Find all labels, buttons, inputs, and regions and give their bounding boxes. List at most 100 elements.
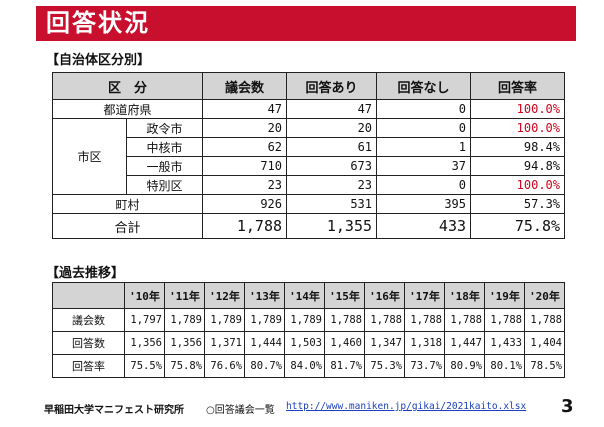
table-cell: 1,318 [404,331,445,355]
table-cell: 76.6% [204,354,245,378]
section-label-history: 【過去推移】 [46,266,125,281]
header-responded: 回答あり [286,72,378,100]
cell-rate: 94.8% [470,156,566,176]
table-cell: 84.0% [284,354,325,378]
row-label: 政令市 [125,118,204,138]
table-cell: 1,789 [164,308,205,332]
table-row: 市区 政令市 20 20 0 100.0% [52,118,566,195]
cell-councils: 710 [202,156,288,176]
header-year: '11年 [164,282,205,309]
row-label: 中核市 [125,137,204,157]
table-cell: 1,356 [124,331,165,355]
row-label: 一般市 [125,156,204,176]
cell-responded: 61 [286,137,378,157]
row-label: 合計 [51,213,204,239]
cell-no-response: 1 [376,137,472,157]
footer-note: ○回答議会一覧 [206,405,275,416]
header-year: '18年 [444,282,485,309]
cell-rate: 100.0% [470,175,566,195]
cell-no-response: 0 [376,118,472,138]
table-cell: 1,789 [284,308,325,332]
cell-councils: 23 [202,175,288,195]
cell-rate: 100.0% [470,99,566,119]
row-label: 都道府県 [51,99,204,119]
table-cell: 1,460 [324,331,365,355]
table-cell: 73.7% [404,354,445,378]
table-cell: 75.8% [164,354,205,378]
cell-no-response: 433 [376,213,472,239]
table-row: 議会数 1,797 1,789 1,789 1,789 1,789 1,788 … [52,308,565,332]
cell-no-response: 395 [376,194,472,214]
cell-councils: 926 [202,194,288,214]
cell-responded: 673 [286,156,378,176]
header-year: '13年 [244,282,285,309]
header-rate: 回答率 [470,72,566,100]
table-cell: 1,788 [364,308,405,332]
table-cell: 1,797 [124,308,165,332]
header-councils: 議会数 [202,72,288,100]
page-number: 3 [561,396,574,417]
header-category: 区 分 [51,72,204,100]
table-cell: 1,788 [444,308,485,332]
table-cell: 1,356 [164,331,205,355]
table-cell: 1,788 [524,308,565,332]
cell-rate: 98.4% [470,137,566,157]
cell-no-response: 0 [376,175,472,195]
category-response-table: 区 分 議会数 回答あり 回答なし 回答率 都道府県 47 47 0 100.0… [51,72,566,239]
header-no-response: 回答なし [376,72,472,100]
table-cell: 75.5% [124,354,165,378]
cell-no-response: 0 [376,99,472,119]
cell-responded: 531 [286,194,378,214]
row-label: 特別区 [125,175,204,195]
row-label: 議会数 [52,308,125,332]
table-cell: 1,503 [284,331,325,355]
table-row: 町村 926 531 395 57.3% [51,194,566,214]
header-year: '15年 [324,282,365,309]
table-row: 回答率 75.5% 75.8% 76.6% 80.7% 84.0% 81.7% … [52,354,565,378]
section-label-by-category: 【自治体区分別】 [46,53,151,68]
cell-councils: 62 [202,137,288,157]
table-cell: 1,404 [524,331,565,355]
page-title: 回答状況 [36,6,576,41]
table-cell: 80.7% [244,354,285,378]
cell-responded: 20 [286,118,378,138]
group-label-city: 市区 [52,118,127,195]
cell-rate: 100.0% [470,118,566,138]
header-year: '17年 [404,282,445,309]
header-year: '10年 [124,282,165,309]
cell-councils: 1,788 [202,213,288,239]
footer-link[interactable]: http://www.maniken.jp/gikai/2021kaito.xl… [286,401,527,412]
footer-organization: 早稲田大学マニフェスト研究所 [44,405,184,416]
table-header-row: '10年 '11年 '12年 '13年 '14年 '15年 '16年 '17年 … [52,282,565,309]
header-year: '16年 [364,282,405,309]
table-cell: 80.9% [444,354,485,378]
cell-councils: 20 [202,118,288,138]
table-cell: 1,447 [444,331,485,355]
table-cell: 1,371 [204,331,245,355]
table-cell: 81.7% [324,354,365,378]
cell-councils: 47 [202,99,288,119]
header-corner [52,282,125,309]
table-row: 都道府県 47 47 0 100.0% [51,99,566,119]
cell-responded: 1,355 [286,213,378,239]
table-cell: 1,789 [204,308,245,332]
cell-rate: 57.3% [470,194,566,214]
header-year: '19年 [484,282,525,309]
row-label: 回答数 [52,331,125,355]
table-cell: 1,788 [404,308,445,332]
table-row: 中核市 62 61 1 98.4% [53,137,566,157]
table-row: 一般市 710 673 37 94.8% [53,156,566,176]
table-cell: 80.1% [484,354,525,378]
table-header-row: 区 分 議会数 回答あり 回答なし 回答率 [51,72,566,100]
row-label: 回答率 [52,354,125,378]
table-cell: 78.5% [524,354,565,378]
header-year: '12年 [204,282,245,309]
table-cell: 1,788 [484,308,525,332]
table-cell: 1,444 [244,331,285,355]
table-row: 回答数 1,356 1,356 1,371 1,444 1,503 1,460 … [52,331,565,355]
table-cell: 1,789 [244,308,285,332]
cell-no-response: 37 [376,156,472,176]
total-row: 合計 1,788 1,355 433 75.8% [51,213,566,239]
history-table: '10年 '11年 '12年 '13年 '14年 '15年 '16年 '17年 … [52,282,565,378]
cell-rate: 75.8% [470,213,566,239]
